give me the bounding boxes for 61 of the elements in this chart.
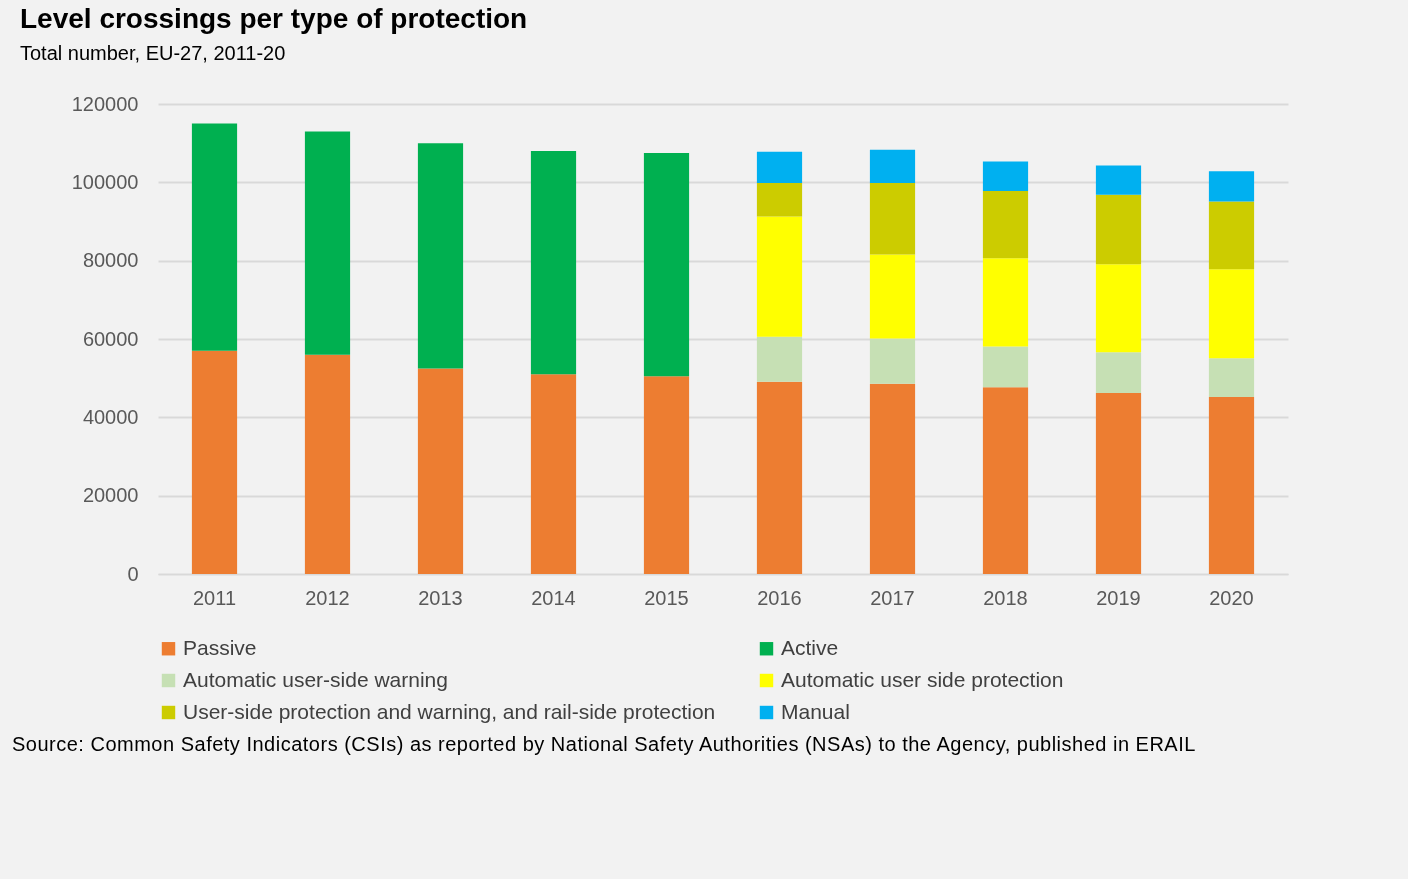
x-tick-label: 2013 <box>418 586 463 609</box>
legend-label: User-side protection and warning, and rail-side protection <box>183 699 716 723</box>
bar <box>530 151 577 375</box>
bar <box>417 368 464 574</box>
bar <box>756 183 803 217</box>
x-tick-label: 2017 <box>870 586 915 609</box>
legend-label: Automatic user side protection <box>781 667 1064 691</box>
bar <box>982 346 1029 388</box>
x-tick-label: 2020 <box>1209 586 1254 609</box>
y-tick-label: 120000 <box>71 92 139 115</box>
bar <box>982 387 1029 574</box>
legend-label: Active <box>781 635 839 659</box>
x-tick-label: 2015 <box>644 586 689 609</box>
bar <box>982 258 1029 347</box>
legend-label: Manual <box>781 699 850 723</box>
bar <box>982 161 1029 191</box>
bar <box>756 381 803 574</box>
bar <box>530 374 577 574</box>
bar <box>756 336 803 382</box>
y-tick-label: 20000 <box>82 484 139 507</box>
source-note: Source: Common Safety Indicators (CSIs) as reported by National Safety Authorities (NSAs) to the Agency, published in ERAIL <box>12 733 1197 756</box>
bar <box>1208 396 1255 574</box>
x-tick-label: 2019 <box>1096 586 1141 609</box>
bar <box>191 350 238 574</box>
bar <box>869 183 916 255</box>
bar <box>1208 358 1255 397</box>
bar <box>304 354 351 574</box>
y-tick-label: 100000 <box>71 170 139 193</box>
chart-title: Level crossings per type of protection <box>20 3 528 34</box>
y-tick-label: 80000 <box>82 249 139 272</box>
bar <box>1095 264 1142 353</box>
legend-label: Automatic user-side warning <box>183 667 448 691</box>
bar <box>1095 165 1142 195</box>
y-tick-label: 0 <box>127 562 139 585</box>
bar <box>1208 269 1255 359</box>
bar <box>1095 352 1142 394</box>
y-tick-label: 40000 <box>82 405 139 428</box>
chart-subtitle: Total number, EU-27, 2011-20 <box>20 42 286 64</box>
bar <box>304 131 351 355</box>
x-tick-label: 2012 <box>305 586 350 609</box>
y-tick-label: 60000 <box>82 327 139 350</box>
x-tick-label: 2016 <box>757 586 802 609</box>
bar <box>1208 171 1255 202</box>
bar <box>643 376 690 574</box>
bar <box>982 190 1029 259</box>
legend-label: Passive <box>183 635 257 659</box>
bar <box>1095 393 1142 574</box>
bar <box>869 254 916 339</box>
x-tick-label: 2011 <box>192 586 237 609</box>
bar <box>1208 201 1255 270</box>
bar <box>1095 194 1142 265</box>
bar <box>756 216 803 337</box>
bar <box>869 149 916 184</box>
x-tick-label: 2018 <box>983 586 1028 609</box>
bar <box>869 338 916 384</box>
bar <box>756 151 803 184</box>
x-tick-label: 2014 <box>531 586 576 609</box>
bar <box>869 383 916 574</box>
bar <box>643 152 690 377</box>
bar <box>417 143 464 369</box>
bar <box>191 123 238 351</box>
